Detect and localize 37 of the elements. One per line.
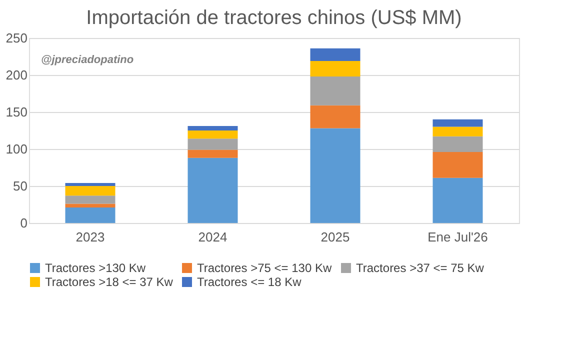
bar: [310, 60, 360, 76]
x-tick-label: 2023: [76, 230, 105, 244]
bar: [65, 204, 116, 208]
legend-label: Tractores <= 18 Kw: [197, 275, 302, 289]
bar: [432, 119, 483, 127]
y-tick-label: 200: [6, 68, 28, 82]
legend-label: Tractores >75 <= 130 Kw: [197, 261, 332, 275]
y-tick-label: 150: [6, 104, 28, 120]
bar: [432, 152, 483, 178]
bar: [310, 128, 360, 223]
bar: [310, 76, 360, 106]
annotation: @jpreciadopatino: [41, 54, 134, 66]
y-tick-label: 0: [20, 216, 28, 230]
bar: [65, 196, 116, 204]
y-tick-label: 50: [13, 178, 28, 194]
bar: [432, 136, 483, 152]
x-tick-label: Ene Jul'26: [428, 230, 488, 244]
bar: [310, 48, 360, 61]
legend-label: Tractores >130 Kw: [45, 261, 146, 275]
bar: [188, 150, 238, 158]
bar: [188, 130, 238, 139]
bar: [65, 207, 116, 223]
bar: [188, 126, 238, 130]
bar: [65, 183, 116, 186]
x-tick-label: 2024: [198, 230, 228, 244]
bar: [432, 126, 483, 136]
legend-label: Tractores >18 <= 37 Kw: [45, 275, 174, 289]
bar: [432, 178, 483, 223]
bar: [310, 105, 360, 128]
x-tick-label: 2025: [320, 230, 350, 244]
bar: [188, 138, 238, 150]
bar: [188, 158, 238, 223]
legend-label: Tractores >37 <= 75 Kw: [356, 261, 484, 275]
bar: [65, 186, 116, 196]
y-tick-label: 250: [6, 30, 28, 46]
chart-title: Importación de tractores chinos (US$ MM): [86, 7, 462, 29]
y-tick-label: 100: [6, 142, 28, 156]
